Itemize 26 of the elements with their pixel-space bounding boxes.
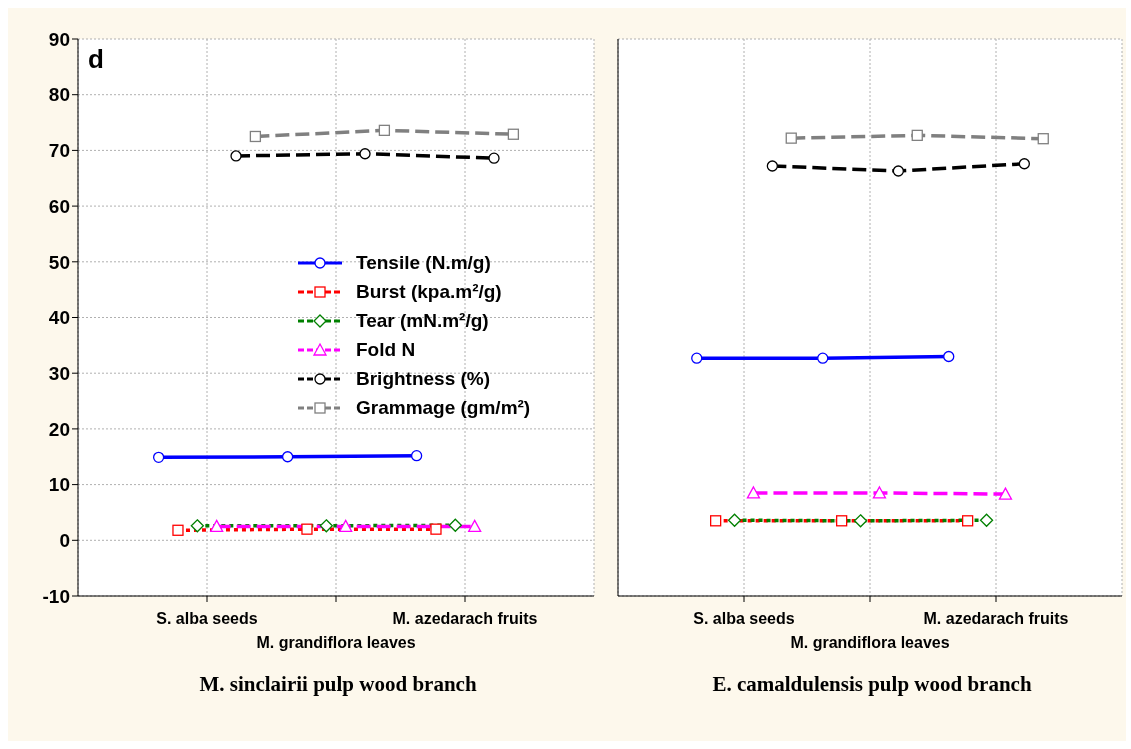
y-tick-label: 80 <box>48 84 70 106</box>
x-tick-label: S. alba seeds <box>693 610 795 627</box>
legend-label: Brightness (%) <box>356 367 491 390</box>
y-tick-label: 70 <box>48 140 70 162</box>
y-tick-label: 50 <box>48 251 70 273</box>
x-tick-label: M. grandiflora leaves <box>256 634 416 651</box>
y-tick-label: 20 <box>48 418 70 440</box>
y-tick-label: -10 <box>42 585 70 607</box>
legend-label: Tensile (N.m/g) <box>356 251 491 274</box>
legend-label: Tear (mN.m²/g) <box>356 309 489 332</box>
y-tick-label: 60 <box>48 195 70 217</box>
legend-label: Burst (kpa.m²/g) <box>356 280 502 303</box>
y-tick-label: 40 <box>48 307 70 329</box>
x-tick-label: S. alba seeds <box>156 610 258 627</box>
x-tick-label: M. azedarach fruits <box>923 610 1069 627</box>
y-tick-label: 90 <box>48 28 70 50</box>
x-axis-title: E. camaldulensis pulp wood branch <box>711 672 1033 697</box>
chart-title: d <box>88 44 104 75</box>
y-tick-label: 10 <box>48 474 70 496</box>
y-tick-label: 0 <box>59 530 70 552</box>
x-axis-title: M. sinclairii pulp wood branch <box>198 672 478 697</box>
y-tick-label: 30 <box>48 362 70 384</box>
x-tick-label: M. grandiflora leaves <box>790 634 950 651</box>
x-tick-label: M. azedarach fruits <box>392 610 538 627</box>
legend-label: Fold N <box>356 338 416 361</box>
legend-label: Grammage (gm/m²) <box>356 396 531 419</box>
